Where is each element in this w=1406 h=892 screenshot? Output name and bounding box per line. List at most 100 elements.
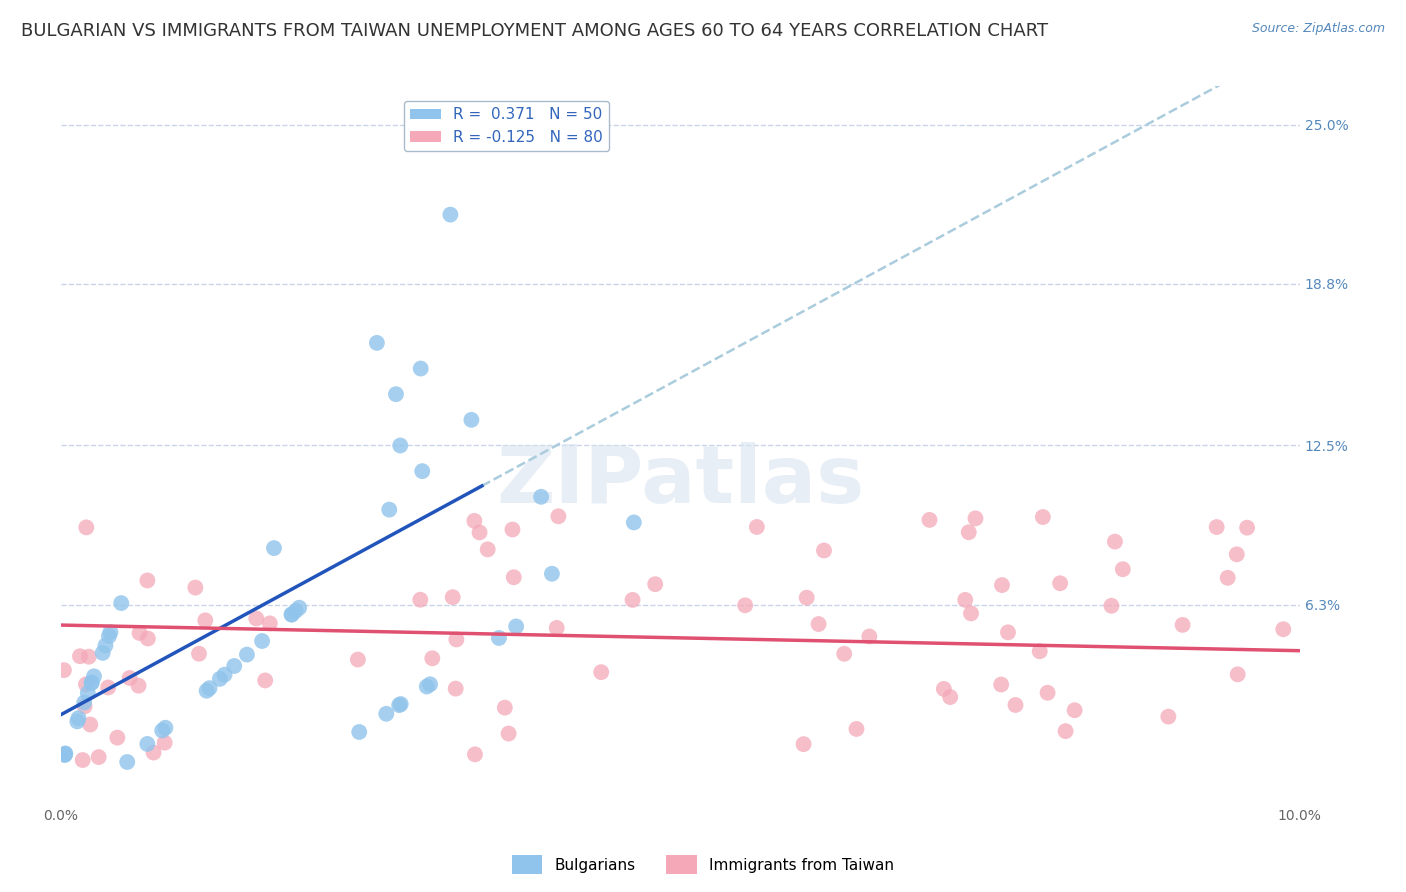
Point — [460, 413, 482, 427]
Point — [416, 680, 439, 694]
Point — [91, 646, 114, 660]
Point — [80, 675, 103, 690]
Point — [463, 514, 485, 528]
Point — [389, 438, 412, 452]
Point — [194, 613, 217, 627]
Point — [389, 697, 412, 711]
Point — [1236, 521, 1258, 535]
Point — [541, 566, 564, 581]
Point — [734, 599, 756, 613]
Point — [939, 690, 962, 704]
Point — [67, 711, 90, 725]
Point — [420, 651, 443, 665]
Point — [150, 723, 173, 738]
Point — [845, 722, 868, 736]
Point — [263, 541, 285, 555]
Point — [796, 591, 818, 605]
Point — [1171, 618, 1194, 632]
Point — [366, 335, 388, 350]
Point — [409, 361, 432, 376]
Text: BULGARIAN VS IMMIGRANTS FROM TAIWAN UNEMPLOYMENT AMONG AGES 60 TO 64 YEARS CORRE: BULGARIAN VS IMMIGRANTS FROM TAIWAN UNEM… — [21, 22, 1049, 40]
Point — [347, 652, 370, 666]
Point — [464, 747, 486, 762]
Point — [245, 611, 267, 625]
Point — [76, 686, 98, 700]
Point — [66, 714, 89, 729]
Point — [1216, 571, 1239, 585]
Point — [288, 600, 311, 615]
Point — [446, 632, 468, 647]
Point — [375, 706, 398, 721]
Point — [250, 634, 273, 648]
Point — [813, 543, 835, 558]
Point — [52, 663, 75, 677]
Point — [1054, 724, 1077, 739]
Point — [957, 525, 980, 540]
Point — [1226, 547, 1249, 561]
Point — [100, 625, 122, 640]
Point — [419, 677, 441, 691]
Point — [918, 513, 941, 527]
Point — [793, 737, 815, 751]
Point — [349, 725, 371, 739]
Point — [1004, 698, 1026, 712]
Legend: R =  0.371   N = 50, R = -0.125   N = 80: R = 0.371 N = 50, R = -0.125 N = 80 — [405, 101, 609, 151]
Point — [1036, 686, 1059, 700]
Point — [494, 700, 516, 714]
Point — [142, 746, 165, 760]
Point — [832, 647, 855, 661]
Point — [284, 604, 307, 618]
Text: ZIPatlas: ZIPatlas — [496, 442, 865, 520]
Point — [69, 649, 91, 664]
Point — [388, 698, 411, 713]
Point — [505, 619, 527, 633]
Point — [83, 669, 105, 683]
Point — [858, 630, 880, 644]
Point — [75, 520, 97, 534]
Point — [118, 671, 141, 685]
Point — [259, 616, 281, 631]
Point — [644, 577, 666, 591]
Legend: Bulgarians, Immigrants from Taiwan: Bulgarians, Immigrants from Taiwan — [506, 849, 900, 880]
Point — [807, 617, 830, 632]
Point — [385, 387, 408, 401]
Point — [136, 574, 159, 588]
Point — [280, 607, 302, 622]
Point — [73, 696, 96, 710]
Point — [932, 681, 955, 696]
Point — [1104, 534, 1126, 549]
Point — [1028, 644, 1050, 658]
Point — [198, 681, 221, 695]
Point — [79, 717, 101, 731]
Point — [477, 542, 499, 557]
Point — [155, 721, 177, 735]
Point — [1063, 703, 1085, 717]
Point — [254, 673, 277, 688]
Point — [128, 679, 150, 693]
Point — [1032, 510, 1054, 524]
Point — [439, 208, 461, 222]
Point — [546, 621, 568, 635]
Point — [280, 607, 302, 622]
Point — [188, 647, 211, 661]
Point — [195, 683, 218, 698]
Point — [997, 625, 1019, 640]
Point — [745, 520, 768, 534]
Point — [488, 631, 510, 645]
Point — [378, 502, 401, 516]
Point — [501, 523, 523, 537]
Point — [80, 675, 103, 690]
Point — [53, 747, 76, 761]
Point — [53, 747, 76, 761]
Point — [136, 737, 159, 751]
Point — [1205, 520, 1227, 534]
Point — [591, 665, 613, 680]
Point — [236, 648, 259, 662]
Point — [411, 464, 433, 478]
Point — [953, 593, 976, 607]
Point — [115, 755, 138, 769]
Point — [1157, 709, 1180, 723]
Point — [97, 629, 120, 643]
Point — [960, 607, 983, 621]
Point — [990, 677, 1012, 691]
